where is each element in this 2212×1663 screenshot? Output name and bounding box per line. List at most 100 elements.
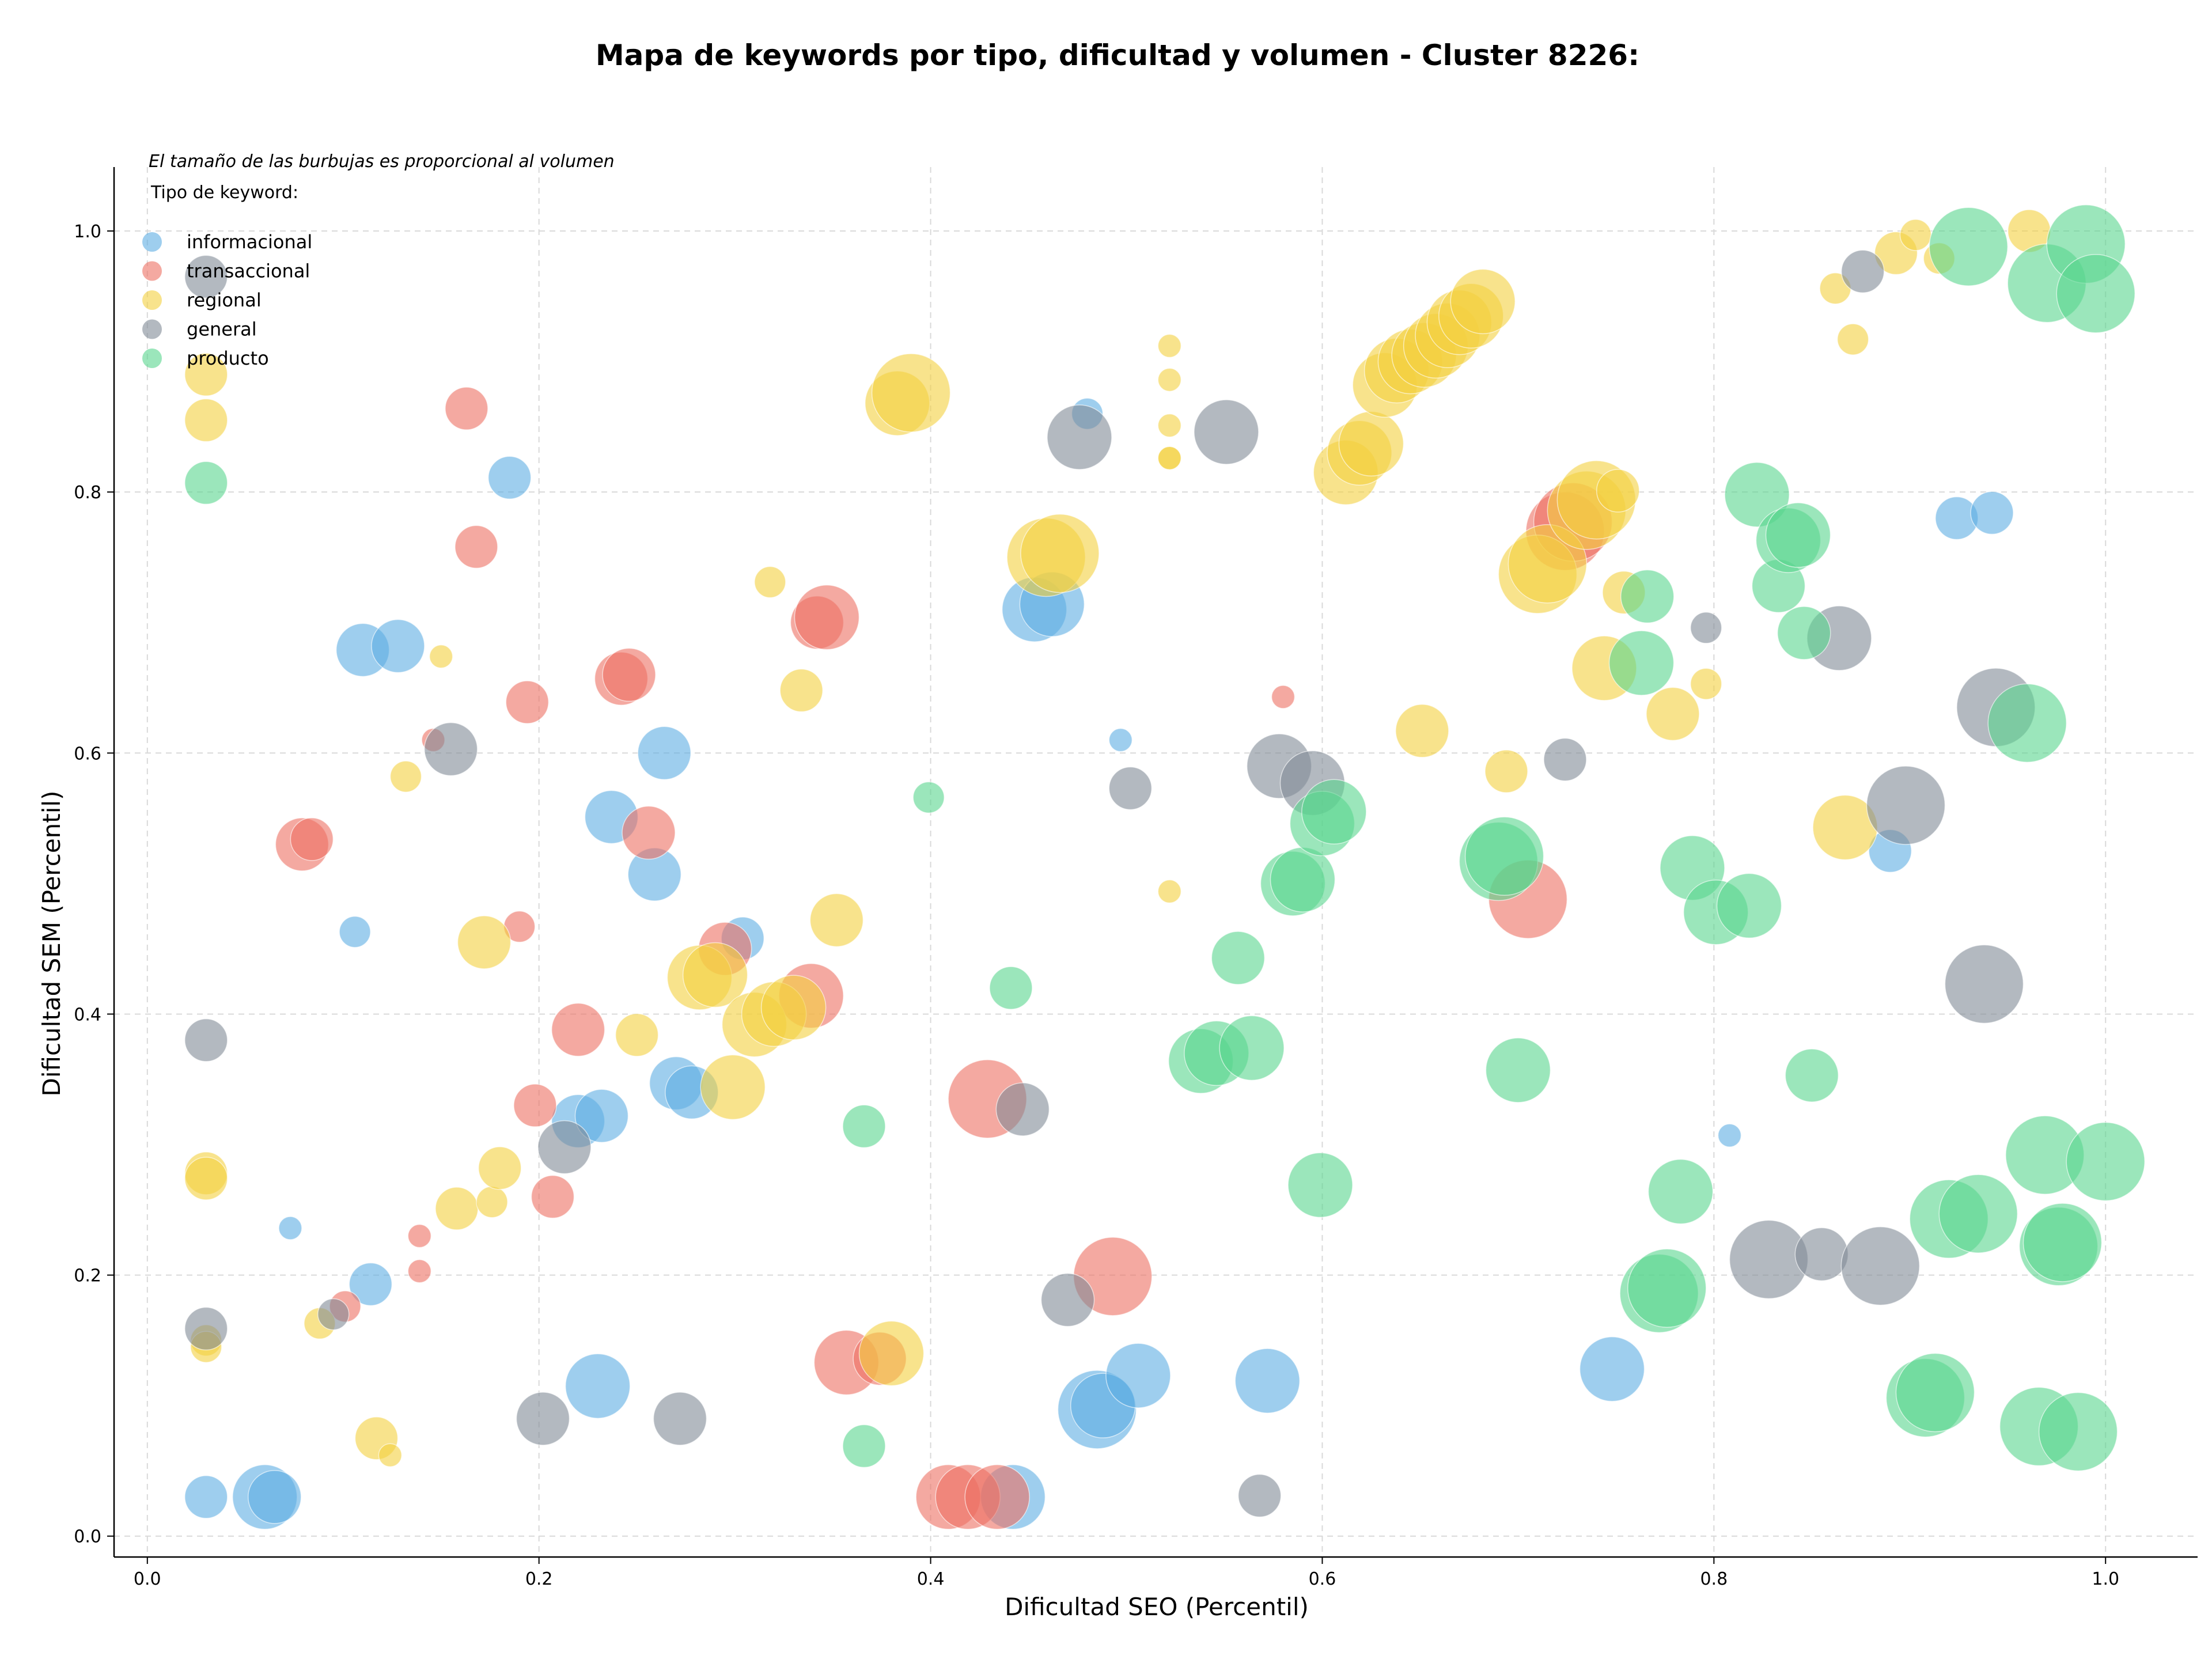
bubble-transaccional bbox=[513, 1084, 557, 1127]
bubble-producto bbox=[1647, 1158, 1714, 1225]
bubble-informacional bbox=[339, 915, 371, 948]
legend-label-informacional: informacional bbox=[187, 231, 312, 253]
legend-items: informacional transaccional regional genera… bbox=[142, 231, 312, 369]
bubble-producto bbox=[842, 1424, 886, 1468]
bubble-general bbox=[1543, 737, 1587, 782]
bubble-producto bbox=[1987, 683, 2067, 763]
bubble-regional bbox=[700, 1054, 766, 1120]
bubble-producto bbox=[1724, 461, 1790, 528]
bubble-general bbox=[1237, 1473, 1282, 1518]
bubble-producto bbox=[1929, 207, 2009, 286]
bubble-informacional bbox=[349, 1262, 393, 1306]
bubble-regional bbox=[1899, 219, 1932, 251]
bubble-producto bbox=[2022, 1203, 2103, 1282]
bubble-regional bbox=[1646, 687, 1700, 741]
bubble-transaccional bbox=[551, 1002, 605, 1057]
bubble-producto bbox=[1938, 1174, 2018, 1253]
legend-marker-informacional bbox=[142, 232, 162, 252]
y-tick-label: 0.0 bbox=[74, 1527, 101, 1547]
legend-marker-regional bbox=[142, 290, 162, 310]
bubble-regional bbox=[858, 1320, 925, 1387]
bubble-producto bbox=[1785, 1048, 1839, 1103]
bubble-producto bbox=[989, 966, 1033, 1010]
bubble-regional bbox=[871, 353, 951, 433]
x-tick-label: 0.0 bbox=[134, 1569, 161, 1589]
bubble-general bbox=[1794, 1227, 1849, 1282]
bubble-producto bbox=[1716, 873, 1782, 939]
bubble-regional bbox=[429, 644, 453, 669]
bubble-producto bbox=[1895, 1353, 1975, 1433]
legend-label-general: general bbox=[187, 319, 257, 340]
bubble-transaccional bbox=[531, 1175, 575, 1219]
legend-marker-transaccional bbox=[142, 261, 162, 281]
bubble-general bbox=[537, 1120, 592, 1175]
legend-title: Tipo de keyword: bbox=[150, 183, 298, 203]
bubble-regional bbox=[1157, 368, 1182, 392]
bubble-informacional bbox=[1105, 1343, 1171, 1408]
bubble-general bbox=[653, 1392, 707, 1446]
bubble-general bbox=[1840, 249, 1885, 294]
bubble-regional bbox=[478, 1146, 522, 1190]
bubble-transaccional bbox=[622, 805, 676, 860]
bubble-general bbox=[184, 1306, 228, 1351]
bubble-regional bbox=[1450, 268, 1516, 335]
x-axis-label: Dificultad SEO (Percentil) bbox=[1005, 1593, 1309, 1621]
bubble-regional bbox=[1020, 513, 1100, 593]
bubble-general bbox=[317, 1298, 350, 1331]
bubble-informacional bbox=[248, 1470, 302, 1524]
x-tick-label: 0.6 bbox=[1309, 1569, 1336, 1589]
y-tick-label: 1.0 bbox=[74, 222, 101, 242]
bubble-informacional bbox=[1108, 728, 1133, 752]
bubble-regional bbox=[389, 760, 422, 793]
chart-subtitle: El tamaño de las burbujas es proporciona… bbox=[149, 151, 615, 172]
bubble-regional bbox=[476, 1185, 508, 1218]
bubble-regional bbox=[1690, 668, 1722, 700]
bubble-regional bbox=[1596, 469, 1640, 513]
bubble-regional bbox=[378, 1443, 403, 1468]
bubble-general bbox=[1840, 1226, 1921, 1306]
bubble-producto bbox=[1765, 502, 1831, 568]
bubble-producto bbox=[912, 781, 945, 814]
axes-layer bbox=[113, 167, 2198, 1558]
x-tick-label: 0.4 bbox=[917, 1569, 945, 1589]
tick-layer: 0.0 0.2 0.4 0.6 0.8 1.0 0.0 0.2 0.4 0.6 0.8 1.0 bbox=[74, 222, 2119, 1589]
bubble-general bbox=[184, 255, 228, 299]
bubble-transaccional bbox=[445, 387, 488, 430]
bubble-transaccional bbox=[290, 817, 334, 861]
bubble-informacional bbox=[637, 726, 691, 781]
bubble-general bbox=[1866, 766, 1946, 845]
bubble-regional bbox=[1157, 413, 1182, 438]
bubble-transaccional bbox=[505, 680, 550, 724]
y-tick-label: 0.2 bbox=[74, 1266, 101, 1286]
bubble-regional bbox=[754, 566, 786, 598]
bubble-regional bbox=[779, 668, 823, 713]
bubble-producto bbox=[1219, 1015, 1285, 1081]
legend-label-transaccional: transaccional bbox=[187, 260, 310, 282]
bubble-informacional bbox=[278, 1216, 302, 1240]
bubble-informacional bbox=[1234, 1348, 1301, 1414]
bubble-general bbox=[1047, 404, 1112, 470]
y-tick-label: 0.6 bbox=[74, 744, 101, 764]
bubble-producto bbox=[1270, 847, 1336, 912]
bubble-regional bbox=[1395, 704, 1449, 758]
bubble-informacional bbox=[565, 1353, 631, 1419]
bubble-producto bbox=[1620, 569, 1675, 624]
y-tick-label: 0.4 bbox=[74, 1005, 101, 1025]
bubble-producto bbox=[1608, 630, 1675, 696]
bubble-producto bbox=[842, 1104, 886, 1149]
bubble-transaccional bbox=[794, 584, 860, 650]
bubble-regional bbox=[760, 975, 827, 1040]
bubble-regional bbox=[615, 1013, 659, 1057]
bubble-regional bbox=[1157, 446, 1182, 471]
bubble-informacional bbox=[184, 1475, 228, 1519]
legend: Tipo de keyword: informacional transaccio… bbox=[142, 183, 312, 369]
bubble-transaccional bbox=[1271, 685, 1296, 709]
legend-marker-producto bbox=[142, 348, 162, 368]
legend-marker-general bbox=[142, 319, 162, 339]
bubble-informacional bbox=[574, 1089, 629, 1143]
bubble-transaccional bbox=[454, 525, 498, 569]
bubble-producto bbox=[2066, 1122, 2145, 1202]
chart-title: Mapa de keywords por tipo, dificultad y … bbox=[596, 39, 1639, 72]
bubble-regional bbox=[1484, 749, 1528, 793]
